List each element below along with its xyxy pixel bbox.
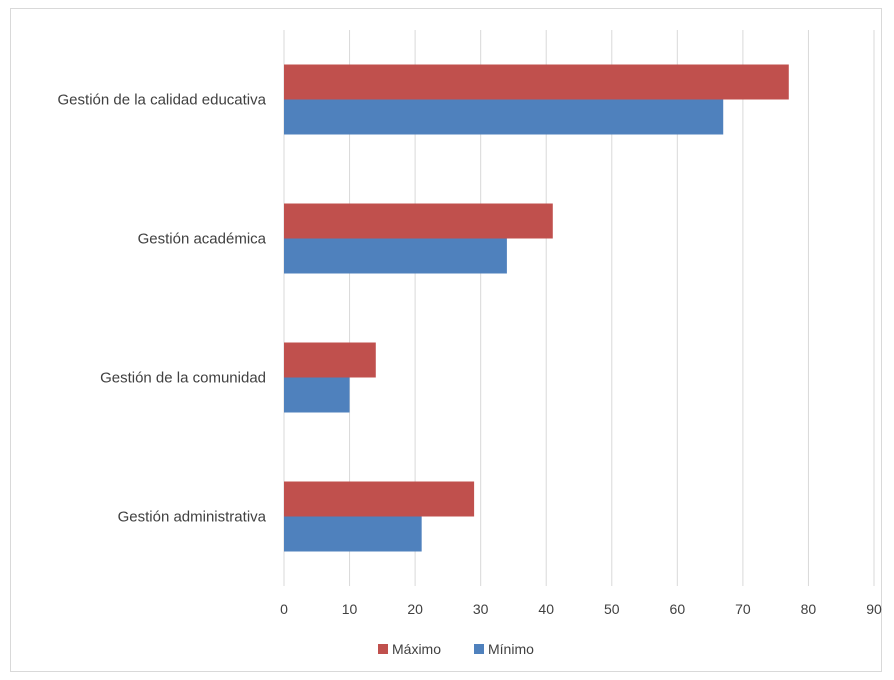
category-label: Gestión académica (138, 231, 267, 248)
bar-maximo-1 (284, 203, 553, 239)
x-tick-label: 80 (801, 601, 817, 617)
x-tick-label: 0 (280, 601, 288, 617)
category-label: Gestión de la calidad educativa (58, 92, 267, 109)
legend-swatch-0 (378, 644, 388, 654)
bar-maximo-2 (284, 342, 376, 378)
x-tick-label: 30 (473, 601, 489, 617)
legend-label: Máximo (392, 641, 441, 657)
legend-label: Mínimo (488, 641, 534, 657)
category-label: Gestión de la comunidad (100, 370, 266, 387)
bars (284, 64, 789, 552)
bar-maximo-0 (284, 64, 789, 100)
bar-maximo-3 (284, 481, 475, 517)
x-tick-label: 10 (342, 601, 358, 617)
x-tick-label: 60 (670, 601, 686, 617)
x-tick-label: 40 (538, 601, 554, 617)
x-tick-label: 20 (407, 601, 423, 617)
value-axis-tick-labels: 0 10 20 30 40 50 60 70 80 90 (280, 601, 882, 617)
bar-minimo-0 (284, 99, 724, 135)
bar-minimo-2 (284, 377, 350, 413)
x-tick-label: 90 (866, 601, 882, 617)
legend-swatch-1 (474, 644, 484, 654)
category-label: Gestión administrativa (118, 509, 267, 526)
category-axis-labels: Gestión de la calidad educativa Gestión a… (58, 92, 267, 526)
bar-minimo-3 (284, 516, 422, 552)
legend: Máximo Mínimo (378, 641, 534, 657)
bar-minimo-1 (284, 238, 507, 274)
x-tick-label: 70 (735, 601, 751, 617)
x-tick-label: 50 (604, 601, 620, 617)
